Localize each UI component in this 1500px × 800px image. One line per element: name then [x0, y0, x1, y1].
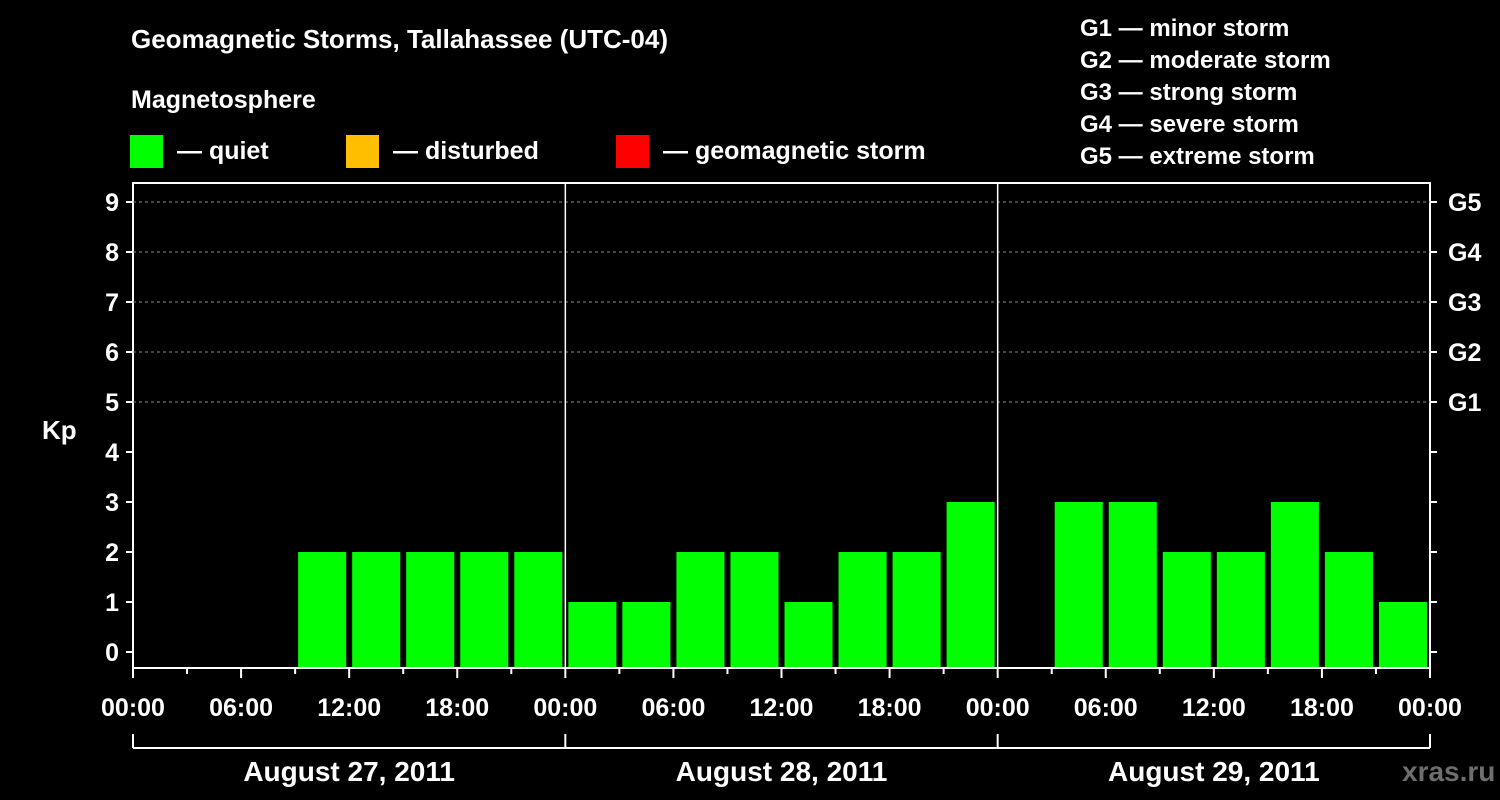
- kp-bar: [622, 602, 671, 667]
- right-tick-label-g5: G5: [1448, 189, 1481, 217]
- kp-bar: [838, 552, 887, 667]
- kp-bar: [1108, 502, 1157, 667]
- right-tick-label-g3: G3: [1448, 289, 1481, 317]
- y-tick-label: 8: [105, 239, 119, 267]
- storm-scale-g4: G4 — severe storm: [1080, 111, 1299, 138]
- kp-bar: [568, 602, 617, 667]
- storm-scale-g2: G2 — moderate storm: [1080, 47, 1331, 74]
- kp-bar: [1378, 602, 1427, 667]
- legend-swatch-disturbed: [346, 134, 379, 168]
- y-tick-label: 2: [105, 539, 119, 567]
- x-tick-label: 06:00: [209, 694, 273, 722]
- x-tick-label: 06:00: [1074, 694, 1138, 722]
- kp-bar: [406, 552, 455, 667]
- kp-bar: [298, 552, 347, 667]
- x-tick-label: 00:00: [1398, 694, 1462, 722]
- chart-title: Geomagnetic Storms, Tallahassee (UTC-04): [131, 24, 669, 54]
- y-axis-label: Kp: [42, 415, 77, 445]
- kp-bar: [730, 552, 779, 667]
- y-tick-label: 0: [105, 639, 119, 667]
- x-tick-label: 00:00: [101, 694, 165, 722]
- kp-bar: [1162, 552, 1211, 667]
- x-tick-label: 18:00: [425, 694, 489, 722]
- day-label: August 28, 2011: [676, 756, 888, 787]
- y-tick-label: 1: [105, 589, 119, 617]
- y-tick-label: 6: [105, 339, 119, 367]
- kp-bar: [514, 552, 563, 667]
- right-tick-label-g4: G4: [1448, 239, 1481, 267]
- y-tick-label: 5: [105, 389, 119, 417]
- kp-bar: [946, 502, 995, 667]
- day-label: August 27, 2011: [243, 756, 455, 787]
- legend-label-disturbed: — disturbed: [393, 136, 539, 165]
- y-tick-label: 9: [105, 189, 119, 217]
- y-tick-label: 7: [105, 289, 119, 317]
- kp-bar: [352, 552, 401, 667]
- x-tick-label: 00:00: [533, 694, 597, 722]
- storm-scale-g1: G1 — minor storm: [1080, 15, 1290, 42]
- right-tick-label-g2: G2: [1448, 339, 1481, 367]
- legend-label-quiet: — quiet: [177, 136, 269, 165]
- legend-item-storm: — geomagnetic storm: [616, 134, 926, 168]
- storm-scale-g3: G3 — strong storm: [1080, 79, 1298, 106]
- magnetosphere-legend-title: Magnetosphere: [131, 86, 316, 114]
- legend-item-disturbed: — disturbed: [346, 134, 539, 168]
- kp-bar: [784, 602, 833, 667]
- y-tick-label: 4: [105, 439, 119, 467]
- y-tick-label: 3: [105, 489, 119, 517]
- watermark: xras.ru: [1402, 756, 1496, 787]
- kp-bar: [1270, 502, 1319, 667]
- legend-swatch-storm: [616, 134, 649, 168]
- storm-scale-g5: G5 — extreme storm: [1080, 143, 1315, 170]
- right-tick-label-g1: G1: [1448, 389, 1481, 417]
- x-tick-label: 12:00: [317, 694, 381, 722]
- x-tick-label: 12:00: [750, 694, 814, 722]
- x-tick-label: 06:00: [641, 694, 705, 722]
- kp-bar: [460, 552, 509, 667]
- kp-bar: [892, 552, 941, 667]
- kp-bar: [676, 552, 725, 667]
- kp-bar: [1216, 552, 1265, 667]
- x-tick-label: 00:00: [966, 694, 1030, 722]
- x-tick-label: 18:00: [858, 694, 922, 722]
- legend-swatch-quiet: [130, 134, 163, 168]
- kp-bar: [1324, 552, 1373, 667]
- kp-bar: [1054, 502, 1103, 667]
- x-tick-label: 18:00: [1290, 694, 1354, 722]
- legend-item-quiet: — quiet: [130, 134, 269, 168]
- day-label: August 29, 2011: [1108, 756, 1320, 787]
- x-tick-label: 12:00: [1182, 694, 1246, 722]
- legend-label-storm: — geomagnetic storm: [663, 136, 926, 165]
